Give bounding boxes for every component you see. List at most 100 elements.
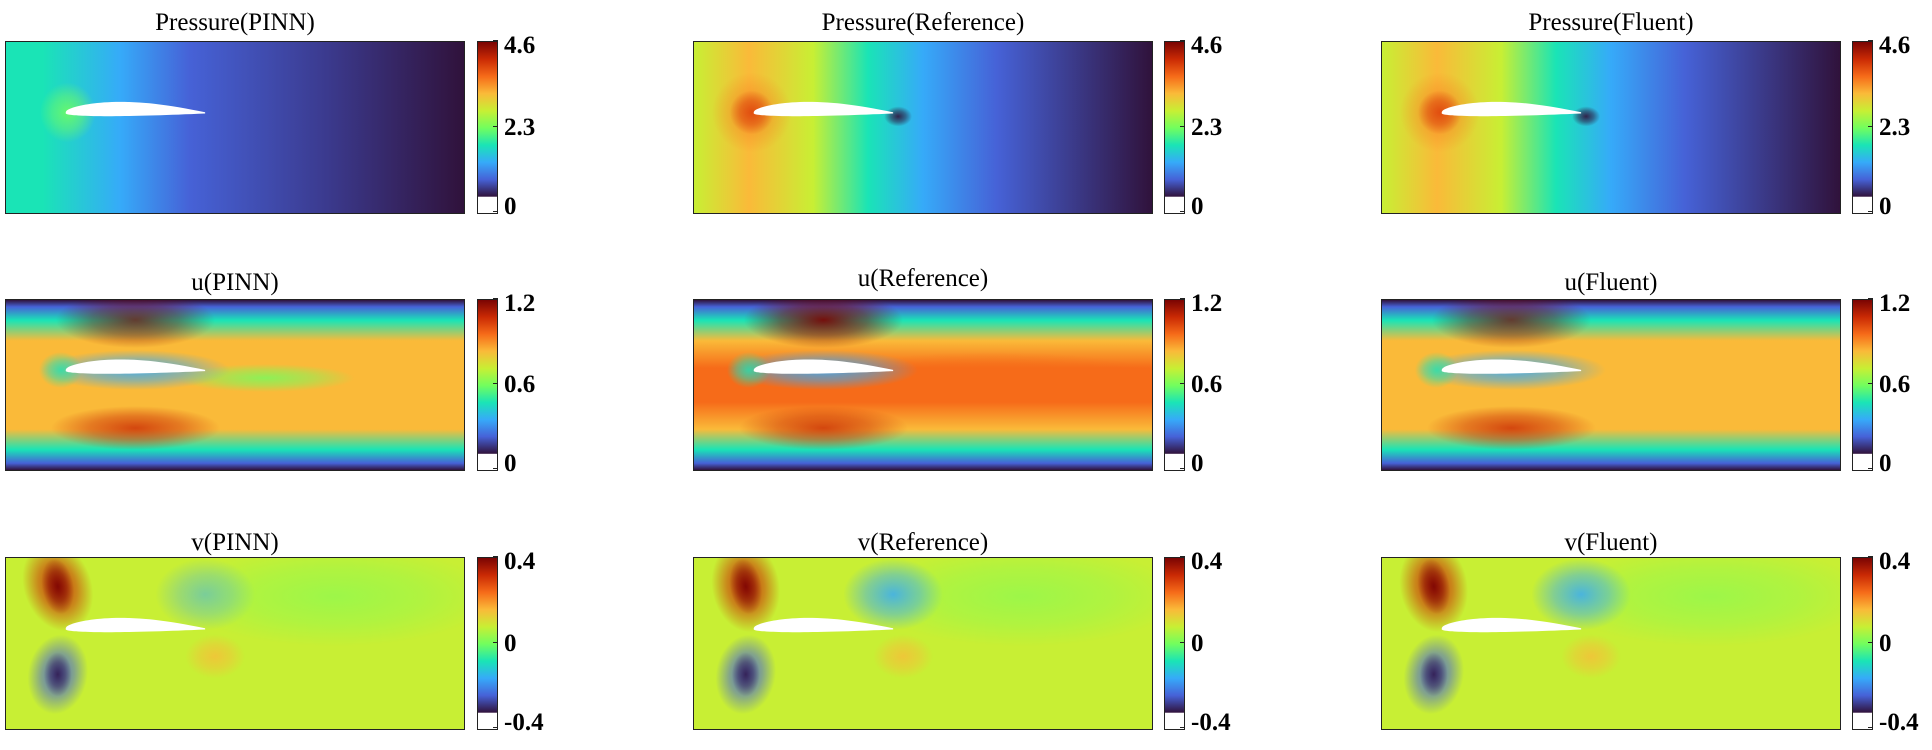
colorbar xyxy=(1852,41,1873,214)
colorbar-tick-label: 2.3 xyxy=(1879,114,1911,141)
field-feature xyxy=(1426,406,1597,450)
colorbar-tick-label: -0.4 xyxy=(504,709,544,736)
colorbar-tick-label: 0 xyxy=(504,450,517,477)
heatmap-field xyxy=(6,42,464,213)
colorbar-tick-mark xyxy=(1868,298,1873,299)
panel-title: u(Reference) xyxy=(857,265,989,292)
colorbar-tick-label: 1.2 xyxy=(504,290,536,317)
panel-title: u(Fluent) xyxy=(1564,269,1658,296)
colorbar-tick-label: 0 xyxy=(1879,193,1892,220)
field-feature xyxy=(185,634,245,679)
colorbar-tick-label: 0.4 xyxy=(1879,548,1911,575)
colorbar-tick-label: 2.3 xyxy=(504,114,536,141)
colorbar-tick-label: 0 xyxy=(1191,450,1204,477)
colorbar-tick-mark xyxy=(1868,468,1873,469)
heatmap-pressure-fluent xyxy=(1381,41,1841,214)
colorbar xyxy=(477,557,498,730)
panel-title: u(PINN) xyxy=(191,269,279,296)
field-feature xyxy=(50,406,221,450)
colorbar-tick-mark xyxy=(493,211,498,212)
colorbar-tick-label: 0 xyxy=(504,630,517,657)
colorbar-tick-label: 0 xyxy=(1879,630,1892,657)
field-feature xyxy=(1531,558,1631,631)
panel-title: Pressure(PINN) xyxy=(155,9,315,36)
field-feature xyxy=(43,652,72,697)
colorbar-tick-label: 0.6 xyxy=(504,371,536,398)
panel-title: Pressure(Reference) xyxy=(821,9,1025,36)
field-feature xyxy=(155,558,255,631)
field-feature xyxy=(843,558,943,631)
colorbar-fill xyxy=(1165,558,1184,713)
heatmap-field xyxy=(6,300,464,470)
colorbar-gradient xyxy=(478,300,497,454)
colorbar-tick-mark xyxy=(1180,727,1185,728)
colorbar-tick-mark xyxy=(1868,40,1873,41)
colorbar-tick-mark xyxy=(493,298,498,299)
colorbar-tick-label: 4.6 xyxy=(1191,32,1223,59)
colorbar-fill xyxy=(1165,300,1184,454)
colorbar-tick-mark xyxy=(493,40,498,41)
colorbar-fill xyxy=(1853,42,1872,197)
colorbar-tick-label: 0.6 xyxy=(1879,371,1911,398)
colorbar-tick-mark xyxy=(493,468,498,469)
colorbar-tick-mark xyxy=(493,126,498,127)
airfoil-shape xyxy=(753,101,894,117)
colorbar-gradient xyxy=(1853,42,1872,197)
heatmap-field xyxy=(1382,558,1840,729)
field-feature xyxy=(873,634,933,679)
heatmap-field xyxy=(6,558,464,729)
heatmap-u-reference xyxy=(693,299,1153,471)
colorbar-tick-label: 4.6 xyxy=(504,32,536,59)
field-feature xyxy=(1561,634,1621,679)
colorbar-fill xyxy=(478,300,497,454)
colorbar xyxy=(1164,299,1185,471)
heatmap-field xyxy=(694,558,1152,729)
colorbar-tick-label: 0.4 xyxy=(1191,548,1223,575)
colorbar-gradient xyxy=(478,558,497,713)
airfoil-shape xyxy=(1441,101,1582,117)
field-feature xyxy=(41,558,75,615)
heatmap-pressure-reference xyxy=(693,41,1153,214)
heatmap-u-pinn xyxy=(5,299,465,471)
colorbar-fill xyxy=(478,558,497,713)
colorbar-tick-mark xyxy=(1868,126,1873,127)
airfoil-shape xyxy=(1441,617,1582,633)
colorbar xyxy=(1164,557,1185,730)
heatmap-field xyxy=(1382,42,1840,213)
field-feature xyxy=(726,352,771,388)
colorbar-tick-mark xyxy=(1180,126,1185,127)
colorbar xyxy=(1852,557,1873,730)
heatmap-v-reference xyxy=(693,557,1153,730)
field-feature xyxy=(738,406,909,450)
panel-title: v(Fluent) xyxy=(1564,529,1658,556)
colorbar-tick-mark xyxy=(1180,298,1185,299)
field-feature xyxy=(1431,300,1592,348)
colorbar-tick-mark xyxy=(1180,40,1185,41)
heatmap-v-pinn xyxy=(5,557,465,730)
field-feature xyxy=(743,300,904,348)
panel-title: v(Reference) xyxy=(857,529,989,556)
colorbar-fill xyxy=(1853,300,1872,454)
field-feature xyxy=(731,652,760,697)
field-feature xyxy=(711,72,792,153)
airfoil-shape xyxy=(1441,359,1582,374)
colorbar-gradient xyxy=(1853,558,1872,713)
field-feature xyxy=(1417,558,1451,615)
colorbar-tick-mark xyxy=(1180,211,1185,212)
colorbar-tick-label: 0 xyxy=(504,193,517,220)
colorbar-fill xyxy=(1165,42,1184,197)
colorbar-tick-mark xyxy=(1868,556,1873,557)
colorbar-tick-mark xyxy=(493,556,498,557)
colorbar-tick-mark xyxy=(493,727,498,728)
heatmap-v-fluent xyxy=(1381,557,1841,730)
heatmap-u-fluent xyxy=(1381,299,1841,471)
heatmap-field xyxy=(694,300,1152,470)
colorbar-tick-mark xyxy=(493,642,498,643)
colorbar-tick-mark xyxy=(1868,383,1873,384)
colorbar-tick-mark xyxy=(493,383,498,384)
colorbar xyxy=(1164,41,1185,214)
field-feature xyxy=(1572,106,1601,127)
heatmap-pressure-pinn xyxy=(5,41,465,214)
colorbar-tick-label: 0 xyxy=(1879,450,1892,477)
